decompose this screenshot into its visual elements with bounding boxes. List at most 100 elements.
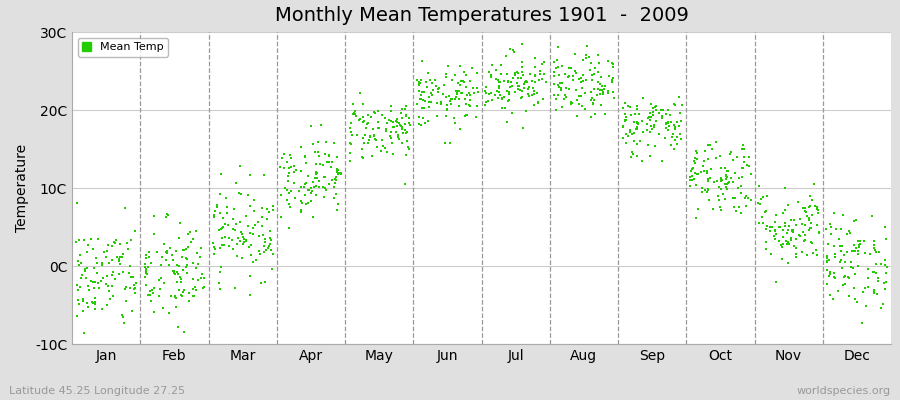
Point (343, 150, 357, 156)
Point (175, 276, 189, 283)
Point (86, 300, 101, 307)
Point (410, 100, 425, 107)
Point (243, 203, 257, 210)
Point (780, 239, 795, 245)
Point (457, 96, 472, 102)
Point (448, 94, 463, 100)
Point (753, 200, 768, 207)
Point (504, 79, 518, 85)
Point (831, 288, 845, 295)
Point (608, 95, 622, 101)
Point (851, 238, 866, 245)
Point (607, 89, 621, 96)
Point (220, 204, 234, 210)
Point (810, 204, 824, 211)
Point (76, 296, 90, 302)
Point (527, 55, 542, 61)
Point (601, 90, 616, 97)
Point (485, 62, 500, 69)
Point (426, 87, 440, 93)
Point (371, 108, 385, 114)
Point (531, 100, 545, 106)
Point (100, 248, 114, 254)
Point (564, 98, 579, 105)
Point (280, 197, 294, 203)
Point (213, 263, 228, 270)
Point (220, 222, 235, 228)
Point (171, 324, 185, 330)
Point (799, 208, 814, 215)
Point (596, 91, 610, 98)
Point (516, 124, 530, 131)
Point (642, 114, 656, 121)
Point (525, 78, 539, 85)
Point (564, 101, 579, 108)
Point (756, 194, 770, 200)
Point (145, 287, 159, 293)
Point (243, 272, 257, 279)
Point (76, 298, 90, 304)
Point (213, 269, 228, 276)
Point (216, 215, 230, 221)
Point (819, 226, 833, 232)
Point (531, 99, 545, 105)
Point (562, 72, 577, 79)
Point (314, 122, 328, 128)
Point (672, 110, 687, 117)
Point (772, 238, 787, 244)
Point (546, 80, 561, 87)
Point (469, 70, 483, 76)
Point (500, 79, 515, 85)
Point (361, 112, 375, 118)
Point (329, 153, 344, 160)
Point (420, 70, 435, 76)
Point (649, 118, 663, 124)
Point (725, 157, 740, 164)
Point (850, 263, 865, 270)
Point (851, 243, 866, 250)
Point (683, 182, 698, 189)
Point (597, 86, 611, 92)
Point (330, 171, 345, 178)
Point (576, 57, 590, 63)
Point (399, 112, 413, 119)
Point (214, 171, 229, 177)
Point (824, 231, 838, 237)
Point (384, 102, 399, 109)
Point (823, 221, 837, 228)
Point (644, 101, 658, 108)
Point (735, 165, 750, 171)
Point (298, 192, 312, 198)
Point (414, 91, 428, 98)
Point (778, 220, 793, 226)
Point (533, 71, 547, 78)
Point (688, 148, 703, 154)
Point (414, 76, 428, 83)
Point (522, 84, 536, 91)
Point (803, 193, 817, 200)
Point (119, 284, 133, 291)
Point (820, 253, 834, 259)
Point (499, 52, 513, 59)
Point (215, 235, 230, 242)
Point (71, 286, 86, 293)
Point (770, 212, 784, 218)
Point (796, 205, 811, 211)
Point (321, 152, 336, 158)
Point (166, 268, 180, 274)
Point (706, 179, 721, 185)
Point (195, 271, 210, 278)
Point (617, 118, 632, 124)
Point (742, 163, 756, 170)
Point (868, 247, 882, 253)
Point (661, 120, 675, 127)
Point (580, 43, 594, 49)
Point (263, 235, 277, 241)
Point (520, 90, 535, 97)
Point (288, 167, 302, 173)
Point (879, 278, 894, 285)
Point (484, 74, 499, 80)
Point (447, 120, 462, 126)
Point (390, 118, 404, 125)
Point (838, 259, 852, 265)
